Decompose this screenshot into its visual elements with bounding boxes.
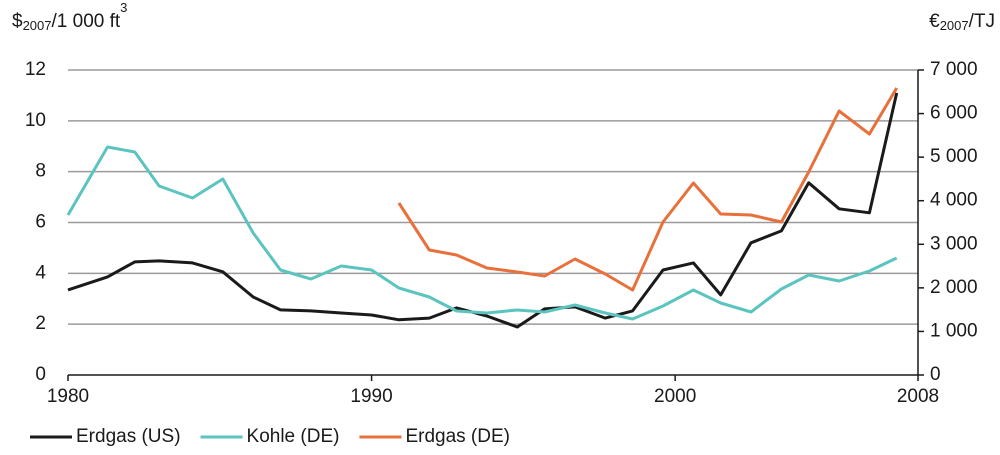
- axis-title-part: 2007: [940, 18, 969, 33]
- legend-label: Erdgas (US): [76, 426, 181, 447]
- y-tick-label: 4: [35, 262, 46, 283]
- axis-title-part: $: [12, 11, 23, 32]
- axis-title-part: 2007: [23, 18, 52, 33]
- y-tick-label: 8: [35, 161, 46, 182]
- x-tick-label: 1980: [47, 386, 89, 407]
- y2-tick-label: 5 000: [930, 146, 978, 167]
- x-tick-label: 1990: [350, 386, 392, 407]
- x-tick-label: 2000: [654, 386, 696, 407]
- y-tick-label: 12: [25, 59, 46, 80]
- y2-tick-label: 0: [930, 364, 941, 385]
- axis-title: $2007/1 000 ft3: [12, 0, 127, 33]
- y-tick-label: 0: [35, 364, 46, 385]
- y-tick-label: 2: [35, 313, 46, 334]
- y2-tick-label: 7 000: [930, 59, 978, 80]
- axis-title-part: €: [929, 11, 940, 32]
- series-line: [66, 145, 898, 321]
- y2-tick-label: 3 000: [930, 233, 978, 254]
- y-tick-label: 6: [35, 212, 46, 233]
- series-line: [67, 92, 899, 329]
- axis-title-part: 3: [120, 0, 127, 15]
- legend-label: Kohle (DE): [247, 426, 340, 447]
- series-line: [397, 87, 898, 292]
- y-tick-label: 10: [25, 110, 46, 131]
- axis-title: €2007/TJ: [929, 11, 995, 33]
- y2-tick-label: 2 000: [930, 277, 978, 298]
- y2-tick-label: 4 000: [930, 190, 978, 211]
- axis-title-part: /TJ: [969, 11, 995, 32]
- x-tick-label: 2008: [897, 386, 939, 407]
- y2-tick-label: 1 000: [930, 320, 978, 341]
- legend-label: Erdgas (DE): [405, 426, 510, 447]
- axis-title-part: /1 000 ft: [52, 11, 121, 32]
- y2-tick-label: 6 000: [930, 103, 978, 124]
